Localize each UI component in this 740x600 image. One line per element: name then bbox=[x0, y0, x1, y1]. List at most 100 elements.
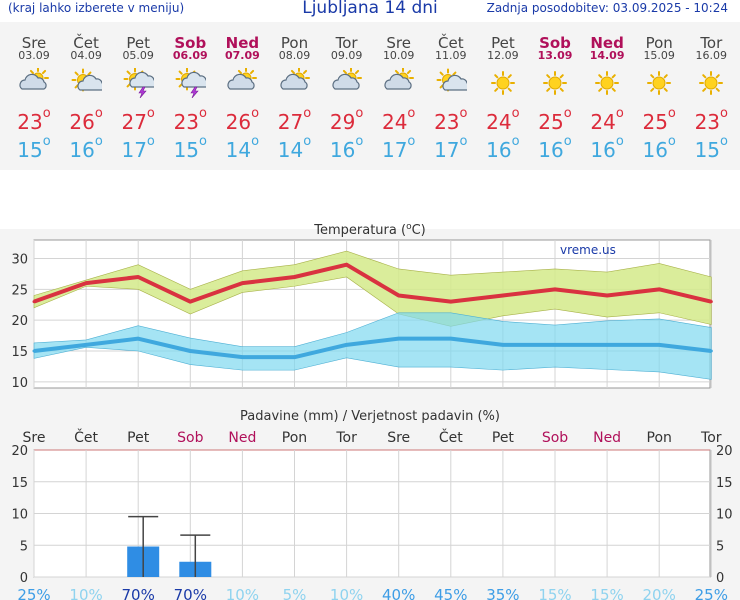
day-name: Tor bbox=[700, 34, 723, 52]
day-name: Ned bbox=[225, 34, 260, 52]
max-temperature-point bbox=[345, 263, 349, 267]
y-tick-label: 5 bbox=[20, 539, 28, 554]
day-column: Sre 03.09 23o 15o bbox=[8, 22, 60, 162]
min-temperature-point bbox=[553, 343, 557, 347]
day-column: Pon 15.09 25o 16o bbox=[633, 22, 685, 162]
min-temperature: 15o bbox=[173, 134, 207, 162]
min-temperature: 16o bbox=[642, 134, 676, 162]
min-temperature-point bbox=[501, 343, 505, 347]
max-temperature-line bbox=[33, 262, 712, 304]
precip-day-label: Sob bbox=[177, 430, 203, 446]
max-temperature-point bbox=[605, 294, 609, 297]
probability-label: 15% bbox=[538, 586, 571, 600]
precip-day-label: Ned bbox=[593, 430, 621, 446]
day-date: 10.09 bbox=[382, 49, 415, 62]
partly-cloudy-icon bbox=[384, 68, 414, 90]
day-column: Sre 10.09 24o 17o bbox=[373, 22, 425, 162]
min-temperature-point bbox=[657, 343, 661, 347]
day-name: Pon bbox=[645, 34, 673, 52]
probability-label: 70% bbox=[174, 586, 207, 600]
day-date: 12.09 bbox=[487, 49, 519, 62]
precip-day-label: Pon bbox=[647, 430, 672, 446]
y-tick-label: 10 bbox=[11, 508, 28, 523]
day-name: Sob bbox=[539, 34, 571, 52]
day-date: 06.09 bbox=[172, 49, 208, 62]
min-temperature: 14o bbox=[225, 134, 260, 162]
page-title: Ljubljana 14 dni bbox=[302, 0, 438, 18]
max-temperature-point bbox=[553, 287, 557, 291]
precip-day-label: Sre bbox=[387, 430, 410, 446]
probability-label: 70% bbox=[122, 586, 155, 600]
last-updated: Zadnja posodobitev: 03.09.2025 - 10:24 bbox=[486, 1, 728, 15]
max-temperature: 24o bbox=[381, 106, 416, 134]
max-temperature: 23o bbox=[17, 106, 51, 134]
max-temperature-band bbox=[33, 250, 712, 327]
precip-day-label: Pon bbox=[282, 430, 307, 446]
day-column: Sob 06.09 23o 15o bbox=[164, 22, 216, 162]
day-column: Pon 08.09 27o 14o bbox=[269, 22, 321, 162]
y-tick-label: 25 bbox=[11, 283, 28, 298]
max-temperature-point bbox=[709, 300, 713, 304]
min-temperature: 17o bbox=[434, 134, 468, 162]
max-temperature-point bbox=[293, 275, 296, 279]
probability-label: 10% bbox=[330, 586, 363, 600]
day-name: Sre bbox=[386, 34, 411, 52]
sun-cloud-icon bbox=[436, 68, 467, 92]
day-date: 11.09 bbox=[435, 49, 467, 62]
forecast-charts: Temperatura (oC) 10 15 20 25 30 vreme.us Padavi… bbox=[0, 222, 740, 600]
max-temperature-point bbox=[136, 275, 140, 279]
precip-day-label: Sre bbox=[23, 430, 46, 446]
thunderstorm-icon bbox=[175, 68, 207, 98]
min-temperature: 14o bbox=[277, 134, 312, 162]
day-column: Sob 13.09 25o 16o bbox=[529, 22, 581, 162]
min-temperature-point bbox=[449, 337, 453, 341]
day-name: Pet bbox=[491, 34, 515, 52]
forecast-panel: Sre 03.09 23o 15o Čet 04.09 26o 16o Pet 05.09 27o 1… bbox=[0, 22, 740, 170]
day-name: Sre bbox=[21, 34, 47, 52]
min-temperature-point bbox=[84, 343, 88, 347]
min-temperature: 17o bbox=[121, 134, 155, 162]
day-column: Čet 04.09 26o 16o bbox=[60, 22, 112, 162]
day-date: 03.09 bbox=[18, 49, 50, 62]
y-tick-label-right: 15 bbox=[716, 476, 733, 491]
min-temperature: 16o bbox=[538, 134, 572, 162]
probability-label: 20% bbox=[643, 586, 676, 600]
location-hint[interactable]: (kraj lahko izberete v meniju) bbox=[8, 1, 185, 15]
header-bar: (kraj lahko izberete v meniju) Ljubljana… bbox=[0, 0, 740, 20]
max-temperature: 27o bbox=[277, 106, 312, 134]
day-column: Tor 16.09 23o 15o bbox=[685, 22, 737, 162]
y-tick-label: 20 bbox=[11, 314, 28, 329]
y-tick-label-right: 0 bbox=[716, 571, 724, 586]
sun-icon bbox=[490, 71, 515, 95]
precip-day-label: Tor bbox=[335, 430, 357, 446]
probability-label: 10% bbox=[69, 586, 102, 600]
probability-label: 45% bbox=[434, 586, 467, 600]
y-tick-label: 15 bbox=[11, 345, 28, 360]
max-temperature: 26o bbox=[225, 106, 260, 134]
max-temperature-point bbox=[397, 294, 401, 297]
min-temperature: 15o bbox=[694, 134, 728, 162]
y-tick-label: 0 bbox=[20, 571, 28, 586]
min-temperature: 16o bbox=[329, 134, 364, 162]
day-date: 04.09 bbox=[70, 49, 102, 62]
min-temperature-point bbox=[240, 355, 244, 359]
day-date: 05.09 bbox=[122, 49, 154, 62]
y-tick-label: 30 bbox=[11, 253, 28, 268]
max-temperature-point bbox=[32, 300, 36, 304]
day-name: Čet bbox=[438, 34, 464, 52]
min-temperature-line bbox=[33, 336, 712, 360]
y-tick-label-right: 10 bbox=[716, 508, 733, 523]
max-temperature: 25o bbox=[538, 106, 572, 134]
day-date: 07.09 bbox=[224, 49, 260, 62]
min-temperature-point bbox=[397, 337, 401, 341]
y-tick-label: 10 bbox=[11, 376, 28, 391]
day-name: Pet bbox=[126, 34, 150, 52]
max-temperature: 29o bbox=[329, 106, 364, 134]
watermark-label: vreme.us bbox=[560, 243, 616, 257]
day-date: 15.09 bbox=[643, 49, 675, 62]
day-name: Sob bbox=[174, 34, 207, 52]
temperature-title: Temperatura (oC) bbox=[313, 222, 425, 238]
precip-day-label: Sob bbox=[542, 430, 568, 446]
max-temperature: 24o bbox=[590, 106, 624, 134]
min-temperature: 16o bbox=[69, 134, 103, 162]
